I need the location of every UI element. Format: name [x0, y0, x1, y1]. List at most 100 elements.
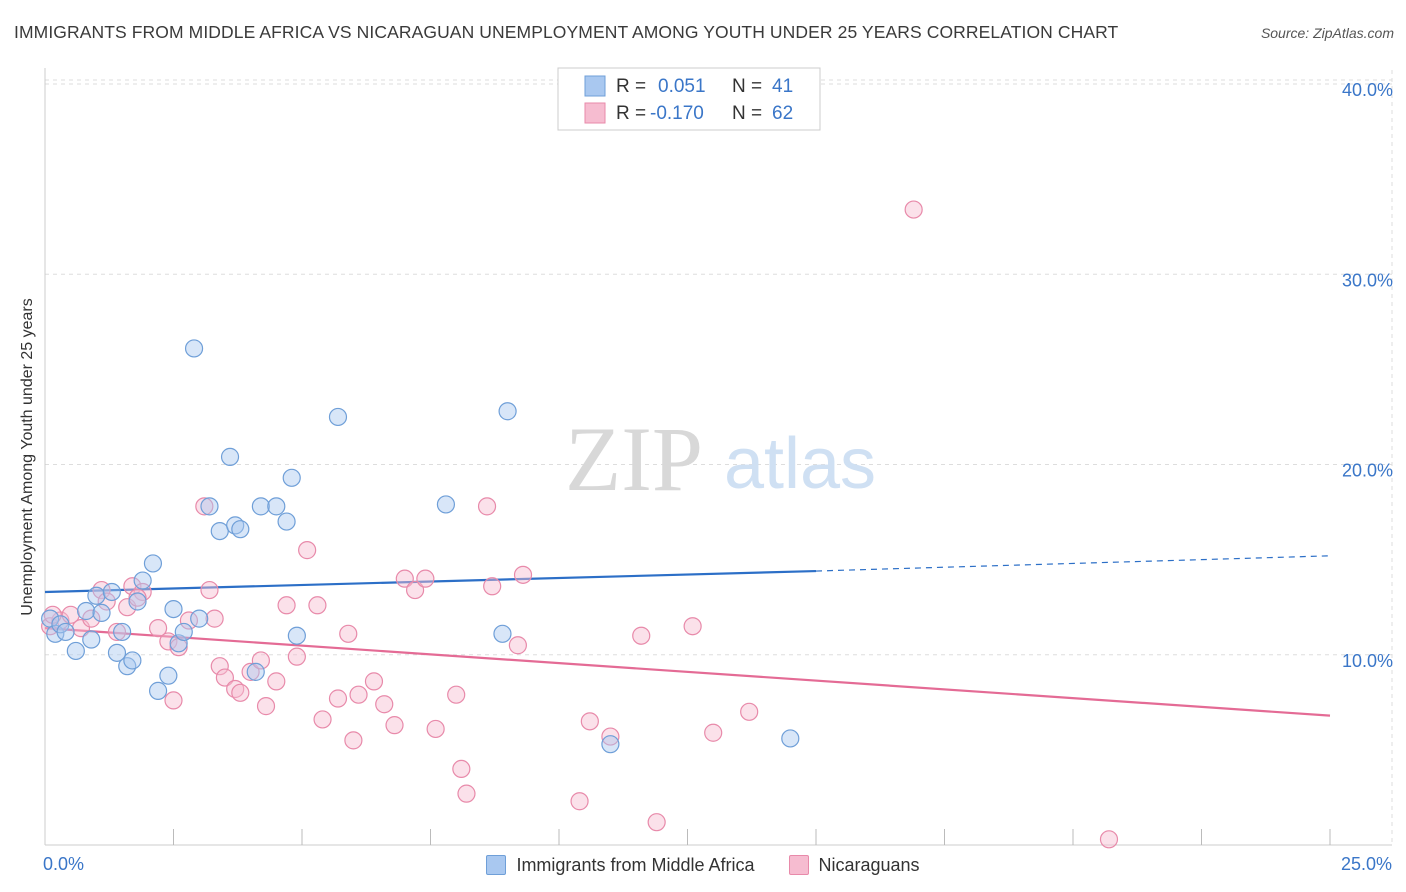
tick-labels: 10.0% 20.0% 30.0% 40.0% 0.0% 25.0% [43, 80, 1393, 874]
point-nicaraguans [704, 723, 723, 742]
point-nicaraguans [570, 792, 589, 811]
y-axis-label: Unemployment Among Youth under 25 years [19, 298, 36, 616]
point-middle-africa [143, 554, 163, 573]
point-nicaraguans [215, 668, 234, 687]
point-middle-africa [118, 657, 137, 676]
point-middle-africa [159, 666, 178, 685]
point-middle-africa [77, 601, 96, 621]
point-middle-africa [190, 609, 209, 628]
chart-title: IMMIGRANTS FROM MIDDLE AFRICA VS NICARAG… [14, 22, 1119, 42]
point-nicaraguans [364, 672, 384, 691]
y-tick-label: 40.0% [1342, 80, 1393, 100]
point-middle-africa [287, 626, 306, 645]
legend-n-label-2: N = [732, 103, 762, 124]
point-nicaraguans [231, 683, 250, 702]
watermark-atlas: atlas [724, 424, 876, 504]
legend-r-value-1: 0.051 [658, 76, 706, 97]
point-middle-africa [148, 681, 168, 700]
point-middle-africa [498, 402, 517, 421]
y-tick-label: 10.0% [1342, 651, 1393, 671]
point-middle-africa [184, 339, 204, 358]
point-nicaraguans [683, 617, 702, 636]
legend-r-label-1: R = [616, 76, 646, 97]
point-nicaraguans [477, 497, 497, 516]
legend-n-value-1: 41 [772, 76, 793, 97]
legend-r-value-2: -0.170 [650, 103, 704, 124]
point-nicaraguans [298, 541, 317, 560]
point-middle-africa [220, 447, 240, 466]
point-nicaraguans [426, 719, 445, 739]
point-nicaraguans [1099, 830, 1119, 849]
point-nicaraguans [416, 569, 435, 588]
point-middle-africa [328, 407, 348, 427]
legend-swatch-pink [584, 102, 606, 124]
point-nicaraguans [148, 619, 168, 638]
watermark: ZIP atlas [565, 408, 876, 510]
point-nicaraguans [267, 672, 286, 691]
point-nicaraguans [457, 784, 476, 803]
point-middle-africa [781, 729, 800, 748]
point-nicaraguans [580, 712, 599, 731]
point-middle-africa [169, 634, 188, 653]
point-nicaraguans [241, 662, 260, 681]
legend-label-nicaraguans: Nicaraguans [818, 854, 920, 875]
legend-n-label-1: N = [732, 76, 762, 97]
point-nicaraguans [287, 647, 306, 666]
x-tick-label-max: 25.0% [1341, 854, 1392, 874]
point-nicaraguans [647, 813, 666, 832]
point-nicaraguans [277, 596, 296, 615]
point-nicaraguans [256, 697, 276, 716]
data-points [41, 200, 1119, 849]
legend-r-label-2: R = [616, 103, 646, 124]
point-middle-africa [128, 592, 147, 611]
legend-item-middle-africa: Immigrants from Middle Africa [486, 852, 755, 878]
point-nicaraguans [313, 710, 332, 729]
point-nicaraguans [405, 580, 425, 600]
point-nicaraguans [205, 609, 224, 628]
legend-label-middle-africa: Immigrants from Middle Africa [516, 854, 755, 875]
point-middle-africa [82, 630, 101, 649]
x-tick-label-min: 0.0% [43, 854, 84, 874]
point-nicaraguans [107, 622, 127, 642]
point-nicaraguans [328, 689, 348, 708]
source-credit: Source: ZipAtlas.com [1260, 25, 1394, 41]
legend-swatch-middle-africa [486, 855, 507, 875]
point-middle-africa [267, 497, 286, 516]
legend-item-nicaraguans: Nicaraguans [788, 852, 920, 878]
point-middle-africa [174, 622, 193, 642]
point-nicaraguans [210, 657, 229, 676]
point-nicaraguans [339, 624, 358, 643]
point-middle-africa [282, 468, 301, 487]
point-nicaraguans [349, 685, 368, 704]
legend-n-value-2: 62 [772, 103, 793, 124]
correlation-legend: R = 0.051 N = 41 R = -0.170 N = 62 [557, 67, 821, 131]
point-nicaraguans [97, 592, 116, 611]
point-nicaraguans [344, 731, 363, 750]
point-middle-africa [107, 643, 127, 662]
trend-line-nicaraguans [44, 627, 1331, 717]
point-nicaraguans [513, 565, 533, 584]
point-middle-africa [102, 582, 121, 602]
watermark-zip: ZIP [565, 408, 703, 510]
trend-lines [44, 555, 1331, 717]
y-tick-label: 20.0% [1342, 461, 1393, 481]
point-middle-africa [112, 622, 132, 642]
point-middle-africa [246, 662, 265, 681]
point-middle-africa [493, 624, 512, 643]
point-nicaraguans [904, 200, 923, 219]
point-middle-africa [164, 599, 183, 619]
point-nicaraguans [452, 759, 471, 779]
point-nicaraguans [308, 596, 327, 615]
point-nicaraguans [164, 691, 183, 710]
point-middle-africa [601, 735, 620, 754]
point-nicaraguans [385, 716, 404, 735]
point-middle-africa [123, 651, 142, 670]
point-middle-africa [277, 512, 296, 531]
point-nicaraguans [251, 651, 270, 670]
point-middle-africa [92, 603, 111, 622]
point-nicaraguans [632, 626, 651, 645]
point-middle-africa [66, 641, 85, 661]
point-middle-africa [436, 495, 456, 514]
point-middle-africa [56, 622, 75, 642]
